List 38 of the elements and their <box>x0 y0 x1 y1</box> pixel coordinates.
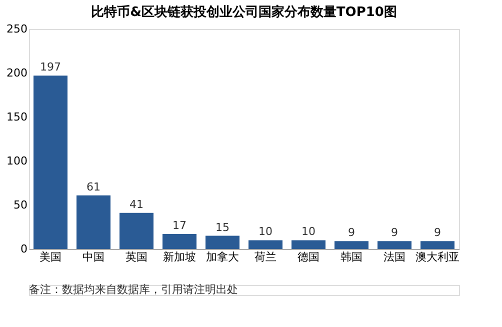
x-tick-label: 德国 <box>298 250 320 264</box>
data-label: 9 <box>348 226 355 240</box>
x-tick-label: 荷兰 <box>254 250 276 264</box>
bar <box>34 76 68 249</box>
x-tick-label: 美国 <box>40 250 62 264</box>
data-label: 41 <box>130 198 144 211</box>
x-tick-label: 韩国 <box>340 250 362 264</box>
bar <box>76 195 110 249</box>
chart-title: 比特币&区块链获投创业公司国家分布数量TOP10图 <box>91 4 397 20</box>
data-label: 61 <box>86 180 100 194</box>
y-tick-label: 250 <box>6 22 28 36</box>
y-tick-label: 150 <box>6 110 28 124</box>
x-tick-label: 加拿大 <box>206 250 239 264</box>
data-label: 197 <box>40 60 61 74</box>
x-tick-label: 新加坡 <box>163 250 196 264</box>
x-tick-label: 英国 <box>126 250 148 264</box>
bar <box>162 234 196 249</box>
y-tick-label: 200 <box>6 66 28 80</box>
y-tick-label: 100 <box>6 154 28 168</box>
y-tick-label: 0 <box>20 242 28 256</box>
bar <box>420 241 454 249</box>
data-label: 15 <box>216 220 230 234</box>
bar <box>248 240 282 249</box>
x-tick-label: 澳大利亚 <box>416 250 460 264</box>
data-label: 17 <box>172 219 186 232</box>
text: 备注：数据均来自数据库，引用请注明出处 <box>29 283 238 296</box>
bar <box>292 240 326 249</box>
data-label: 10 <box>302 225 316 238</box>
bar <box>120 212 154 249</box>
y-tick-label: 50 <box>14 198 28 212</box>
data-label: 9 <box>434 226 441 240</box>
x-tick-label: 中国 <box>82 250 104 264</box>
x-tick-label: 法国 <box>384 250 406 264</box>
data-label: 10 <box>258 225 272 238</box>
bar <box>334 241 368 249</box>
bar <box>378 241 412 249</box>
data-label: 9 <box>391 226 398 240</box>
bar <box>206 236 240 249</box>
